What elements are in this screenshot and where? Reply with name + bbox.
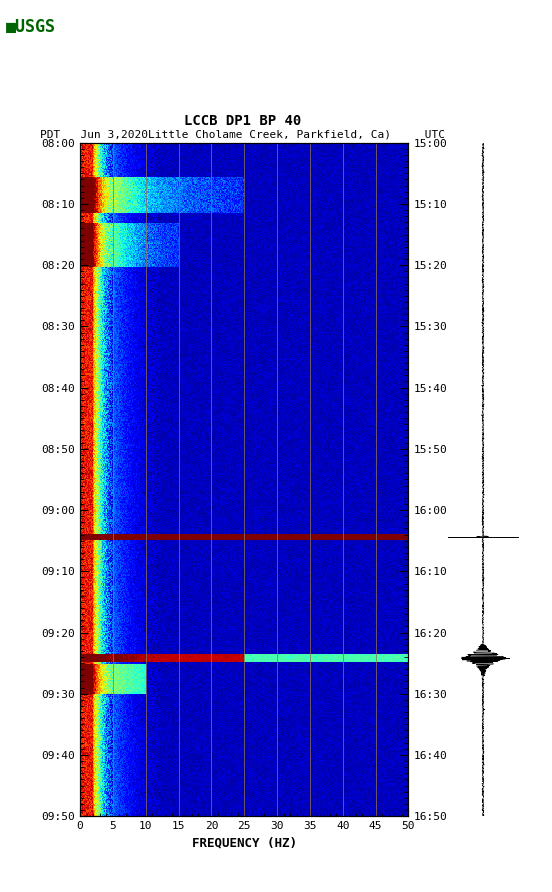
- Text: PDT   Jun 3,2020Little Cholame Creek, Parkfield, Ca)     UTC: PDT Jun 3,2020Little Cholame Creek, Park…: [40, 129, 445, 139]
- Text: LCCB DP1 BP 40: LCCB DP1 BP 40: [184, 114, 301, 128]
- Text: ■USGS: ■USGS: [6, 18, 56, 36]
- X-axis label: FREQUENCY (HZ): FREQUENCY (HZ): [192, 837, 297, 849]
